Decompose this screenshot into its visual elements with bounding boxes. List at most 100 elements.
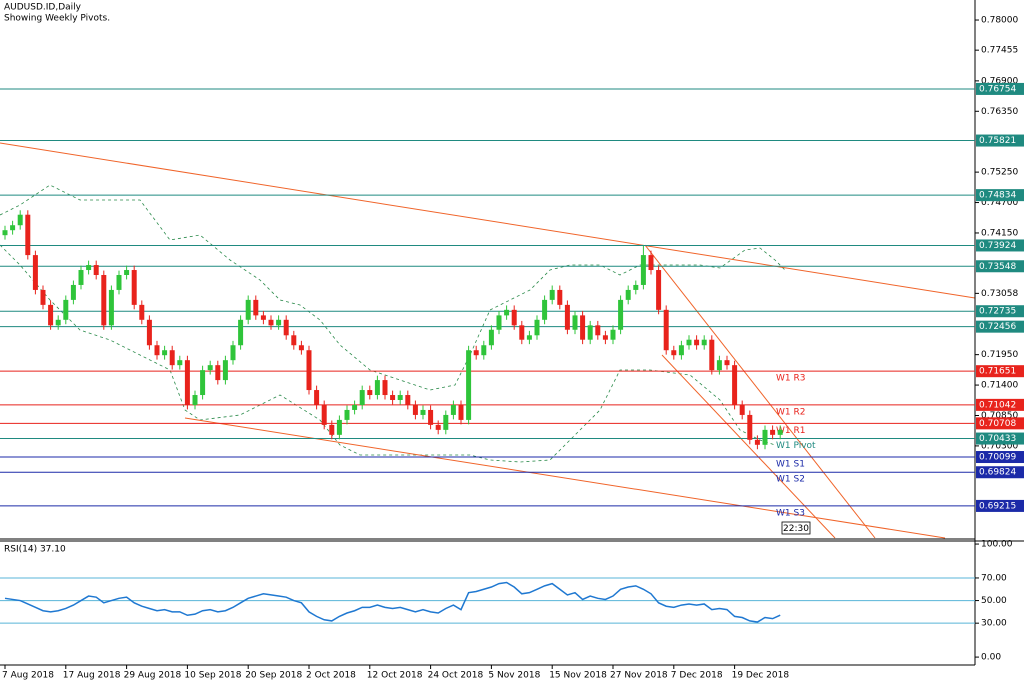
candle-body: [686, 339, 692, 346]
candle-body: [200, 370, 206, 396]
candle-body: [344, 409, 350, 420]
candle-body: [481, 345, 487, 356]
candle-body: [48, 304, 54, 326]
candle-body: [184, 360, 190, 405]
level-box: [976, 432, 1024, 445]
candle-body: [139, 304, 145, 320]
trend-line: [184, 417, 946, 539]
y-tick-label: 0.77455: [981, 46, 1018, 56]
candle-body: [754, 439, 760, 445]
level-box: [976, 320, 1024, 333]
candle-body: [572, 315, 578, 330]
level-box: [976, 466, 1024, 479]
candle-body: [473, 350, 479, 356]
trend-line: [0, 142, 976, 299]
level-label: 0.76754: [979, 84, 1016, 94]
level-box: [976, 239, 1024, 252]
candle-body: [321, 404, 327, 425]
candle-body: [762, 429, 768, 445]
candle-body: [32, 255, 38, 290]
y-tick-label: 0.71950: [981, 350, 1018, 360]
candle-body: [633, 284, 639, 290]
candle-body: [663, 309, 669, 351]
candle-body: [458, 404, 464, 420]
rsi-label: RSI(14) 37.10: [4, 545, 66, 555]
y-tick-label: 0.76900: [981, 76, 1018, 86]
candle-body: [230, 345, 236, 361]
level-label: 0.71651: [979, 367, 1016, 377]
candle-body: [2, 230, 8, 236]
candle-body: [534, 319, 540, 336]
x-tick-label: 27 Nov 2018: [610, 671, 668, 681]
level-box: [976, 417, 1024, 430]
candle-body: [564, 304, 570, 330]
level-label: 0.69215: [979, 501, 1016, 511]
pivot-label: W1 R1: [776, 426, 805, 436]
candle-body: [329, 424, 335, 435]
candle-body: [428, 409, 434, 425]
rsi-tick-label: 30.00: [981, 619, 1007, 629]
pivot-label: W1 S3: [776, 508, 805, 518]
level-label: 0.74834: [979, 191, 1016, 201]
candle-body: [557, 289, 563, 305]
candle-body: [466, 350, 472, 420]
time-box: [781, 521, 811, 535]
candle-body: [108, 289, 114, 326]
bollinger-upper: [0, 184, 786, 391]
candle-body: [260, 315, 266, 320]
x-tick-label: 2 Oct 2018: [306, 671, 356, 681]
candle-body: [245, 299, 251, 320]
candle-body: [602, 335, 608, 340]
candle-body: [116, 275, 122, 290]
level-label: 0.70433: [979, 434, 1016, 444]
level-box: [976, 82, 1024, 95]
candle-body: [93, 265, 99, 276]
candle-body: [420, 409, 426, 415]
x-tick-label: 12 Oct 2018: [367, 671, 423, 681]
level-box: [976, 499, 1024, 512]
candle-body: [222, 360, 228, 381]
candle-body: [306, 350, 312, 391]
x-tick-label: 7 Aug 2018: [2, 671, 54, 681]
y-tick-label: 0.75250: [981, 168, 1018, 178]
x-tick-label: 20 Sep 2018: [245, 671, 302, 681]
candle-body: [526, 335, 532, 340]
candle-body: [207, 365, 213, 371]
candle-body: [314, 390, 320, 405]
y-tick-label: 0.70300: [981, 441, 1018, 451]
candle-body: [709, 339, 715, 371]
candle-body: [63, 299, 69, 320]
candle-body: [390, 395, 396, 401]
candle-body: [504, 309, 510, 316]
candle-body: [580, 315, 586, 340]
time-label: 22:30: [783, 524, 809, 534]
candle-body: [352, 404, 358, 410]
candle-body: [618, 299, 624, 330]
pivot-label: W1 S1: [776, 460, 805, 470]
x-tick-label: 5 Nov 2018: [488, 671, 540, 681]
y-tick-label: 0.74150: [981, 228, 1018, 238]
candle-body: [701, 339, 707, 346]
x-tick-label: 19 Dec 2018: [732, 671, 790, 681]
candle-body: [336, 419, 342, 435]
y-tick-label: 0.76350: [981, 107, 1018, 117]
y-tick-label: 0.71400: [981, 381, 1018, 391]
candle-body: [405, 395, 411, 405]
candle-body: [656, 270, 662, 310]
candle-body: [443, 414, 449, 430]
x-tick-label: 29 Aug 2018: [124, 671, 182, 681]
candle-body: [268, 319, 274, 326]
chart-title: AUDUSD.ID,Daily: [4, 3, 82, 13]
level-label: 0.73924: [979, 241, 1016, 251]
candle-body: [625, 289, 631, 300]
candle-body: [777, 429, 783, 435]
candle-body: [101, 275, 107, 326]
candle-body: [382, 380, 388, 396]
candle-body: [412, 404, 418, 415]
candle-body: [640, 255, 646, 285]
candle-body: [86, 265, 92, 271]
candle-body: [549, 289, 555, 300]
chart-subtitle: Showing Weekly Pivots.: [4, 14, 110, 24]
level-box: [976, 189, 1024, 202]
candle-body: [291, 335, 297, 346]
